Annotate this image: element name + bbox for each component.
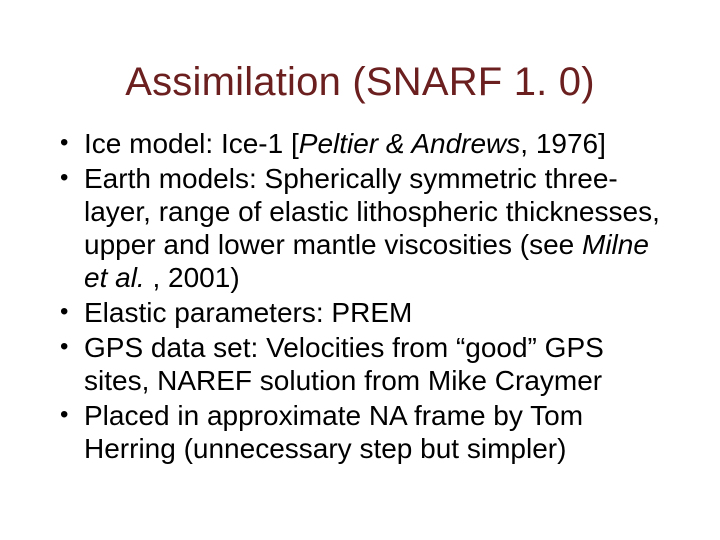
list-item: Elastic parameters: PREM [52, 296, 668, 329]
bullet-text-pre: Placed in approximate NA frame by Tom He… [84, 400, 583, 464]
list-item: Placed in approximate NA frame by Tom He… [52, 399, 668, 465]
bullet-text-ital: Peltier & Andrews [299, 128, 521, 159]
bullet-list: Ice model: Ice-1 [Peltier & Andrews, 197… [52, 127, 668, 465]
bullet-text-post: , 2001) [145, 262, 240, 293]
slide-title: Assimilation (SNARF 1. 0) [52, 60, 668, 105]
bullet-text-post: , 1976] [520, 128, 606, 159]
bullet-text-pre: Ice model: Ice-1 [ [84, 128, 299, 159]
bullet-text-pre: GPS data set: Velocities from “good” GPS… [84, 332, 604, 396]
list-item: GPS data set: Velocities from “good” GPS… [52, 331, 668, 397]
list-item: Ice model: Ice-1 [Peltier & Andrews, 197… [52, 127, 668, 160]
bullet-text-pre: Elastic parameters: PREM [84, 297, 412, 328]
slide: Assimilation (SNARF 1. 0) Ice model: Ice… [0, 0, 720, 540]
bullet-text-pre: Earth models: Spherically symmetric thre… [84, 163, 660, 260]
list-item: Earth models: Spherically symmetric thre… [52, 162, 668, 294]
